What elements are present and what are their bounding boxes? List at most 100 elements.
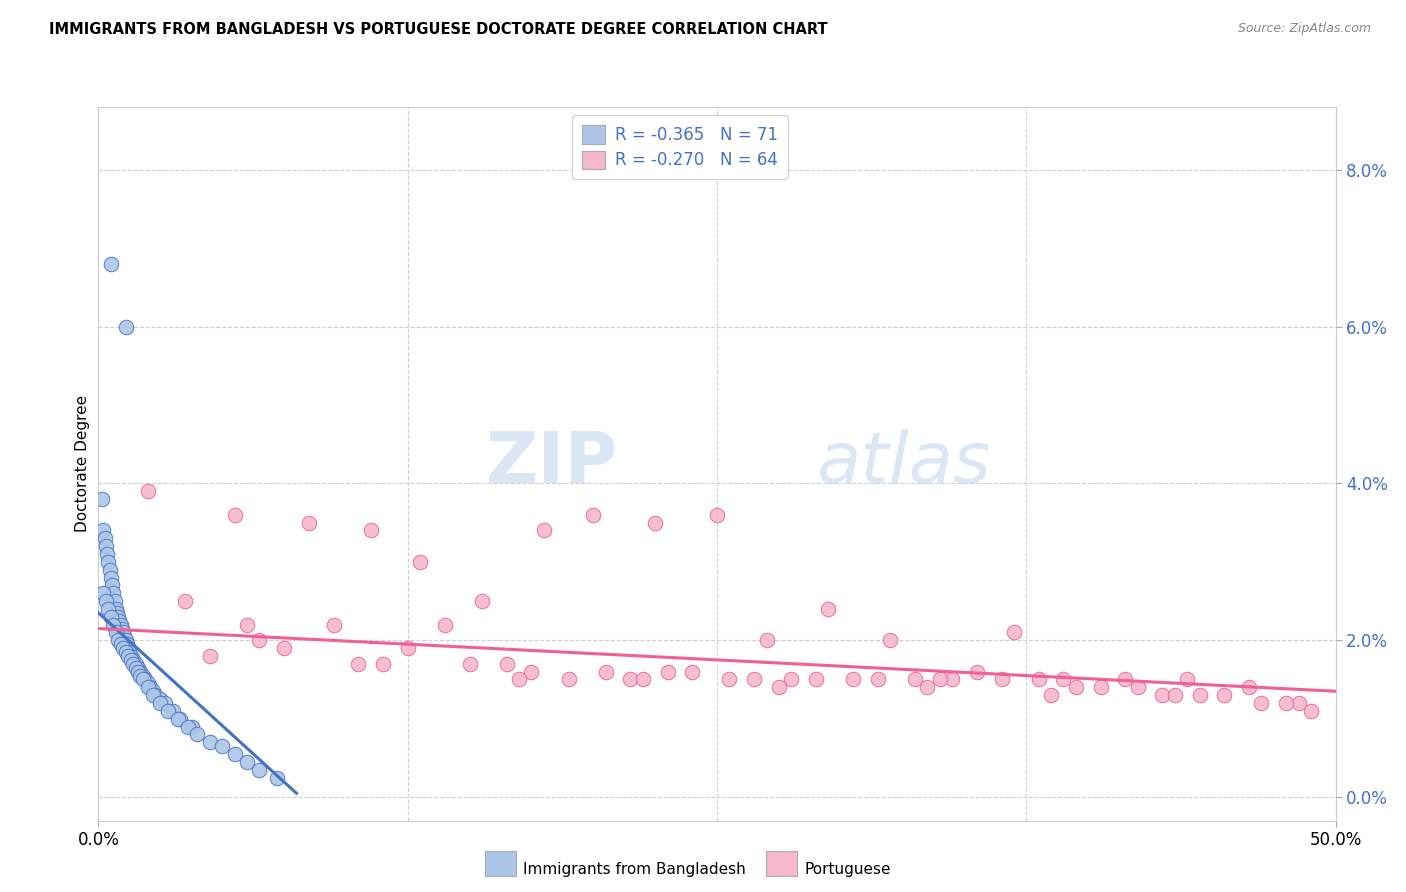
Point [247, 633, 270, 648]
Point [706, 508, 728, 522]
Point [1040, 688, 1063, 702]
Point [1213, 688, 1236, 702]
Legend: R = -0.365   N = 71, R = -0.270   N = 64: R = -0.365 N = 71, R = -0.270 N = 64 [572, 115, 789, 179]
Point [742, 673, 765, 687]
Point [1164, 688, 1187, 702]
Point [1064, 681, 1087, 695]
Point [619, 673, 641, 687]
Point [114, 319, 136, 334]
Point [129, 668, 152, 682]
Point [97, 602, 120, 616]
Point [120, 653, 142, 667]
Point [110, 617, 132, 632]
Point [1090, 681, 1112, 695]
Point [117, 648, 139, 663]
Point [100, 257, 122, 271]
Point [198, 648, 221, 663]
Point [149, 692, 172, 706]
Point [1114, 673, 1136, 687]
Point [198, 735, 221, 749]
Point [1299, 704, 1322, 718]
Point [1152, 688, 1174, 702]
Point [1052, 673, 1074, 687]
Point [322, 617, 344, 632]
Point [557, 673, 579, 687]
Point [115, 637, 138, 651]
Point [162, 704, 184, 718]
Point [93, 586, 115, 600]
Point [186, 727, 208, 741]
Point [112, 629, 135, 643]
Point [1275, 696, 1298, 710]
Point [495, 657, 517, 671]
Point [104, 602, 127, 616]
Point [169, 712, 191, 726]
Point [1250, 696, 1272, 710]
Point [105, 606, 128, 620]
Point [1126, 681, 1149, 695]
Point [247, 763, 270, 777]
Point [211, 739, 233, 753]
Point [103, 617, 125, 632]
Point [97, 555, 120, 569]
Point [644, 516, 666, 530]
Point [107, 609, 129, 624]
Point [114, 633, 136, 648]
Point [347, 657, 370, 671]
Point [139, 681, 162, 695]
Point [657, 665, 679, 679]
Point [990, 673, 1012, 687]
Text: Portuguese: Portuguese [804, 863, 891, 877]
Point [718, 673, 741, 687]
Point [136, 484, 159, 499]
Point [166, 712, 188, 726]
Point [928, 673, 950, 687]
Point [101, 578, 124, 592]
Point [127, 661, 149, 675]
Point [94, 539, 117, 553]
Y-axis label: Doctorate Degree: Doctorate Degree [75, 395, 90, 533]
Point [114, 645, 136, 659]
Point [804, 673, 827, 687]
Point [93, 532, 115, 546]
Text: atlas: atlas [815, 429, 991, 499]
Point [91, 492, 114, 507]
Text: IMMIGRANTS FROM BANGLADESH VS PORTUGUESE DOCTORATE DEGREE CORRELATION CHART: IMMIGRANTS FROM BANGLADESH VS PORTUGUESE… [49, 22, 828, 37]
Point [1188, 688, 1211, 702]
Point [127, 665, 149, 679]
Point [94, 594, 117, 608]
Point [132, 668, 155, 682]
Point [93, 524, 115, 538]
Text: ZIP: ZIP [486, 429, 619, 499]
Point [143, 688, 166, 702]
Point [533, 524, 555, 538]
Point [1237, 681, 1260, 695]
Point [236, 617, 259, 632]
Point [371, 657, 394, 671]
Point [582, 508, 605, 522]
Point [508, 673, 530, 687]
Point [110, 637, 132, 651]
Point [112, 641, 135, 656]
Point [266, 771, 288, 785]
Point [155, 696, 177, 710]
Point [1288, 696, 1310, 710]
Point [396, 641, 419, 656]
Point [104, 625, 127, 640]
Point [520, 665, 543, 679]
Point [298, 516, 321, 530]
Point [273, 641, 295, 656]
Point [866, 673, 889, 687]
Point [433, 617, 456, 632]
Point [103, 586, 125, 600]
Point [458, 657, 481, 671]
Point [176, 720, 198, 734]
Point [917, 681, 939, 695]
Point [174, 594, 197, 608]
Point [117, 641, 139, 656]
Point [111, 622, 134, 636]
Point [132, 673, 155, 687]
Point [409, 555, 432, 569]
Point [108, 614, 131, 628]
Point [1002, 625, 1025, 640]
